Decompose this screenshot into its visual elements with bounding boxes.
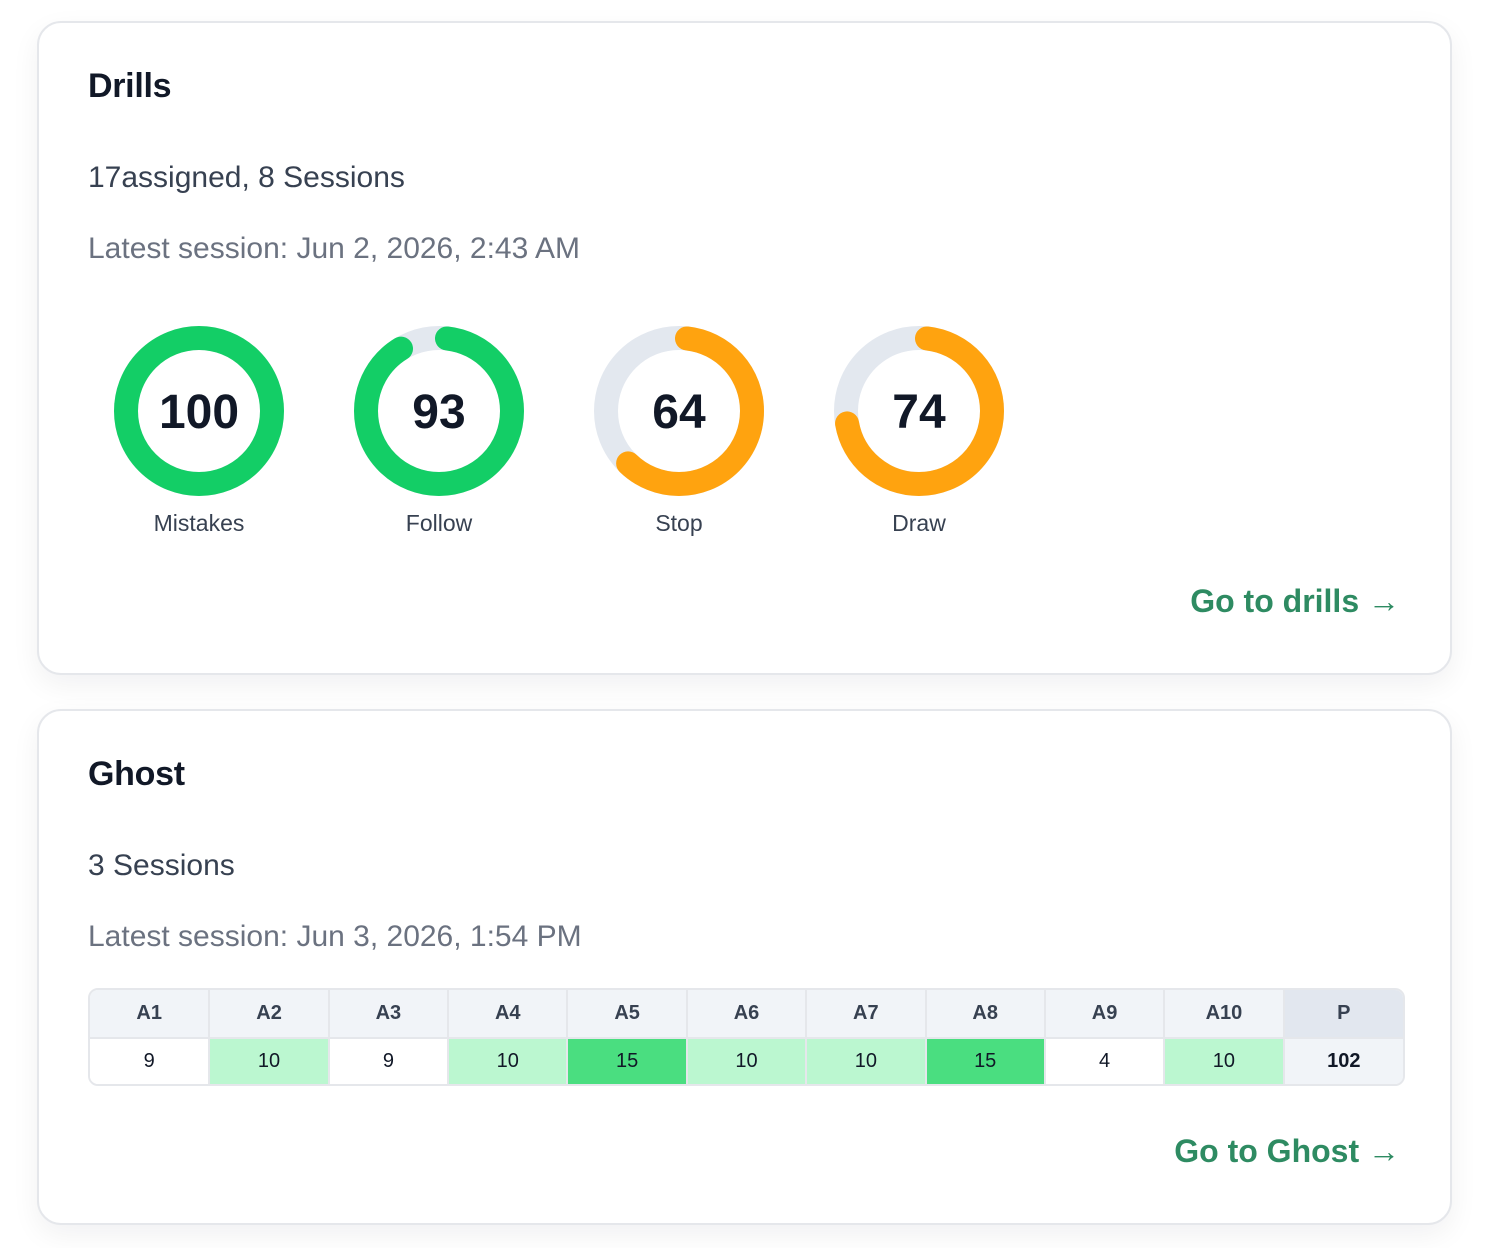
gauge-arc xyxy=(834,326,1004,496)
drills-title: Drills xyxy=(88,67,172,105)
gauge-label: Follow xyxy=(405,510,473,536)
drills-card: Drills 17assigned, 8 Sessions Latest ses… xyxy=(37,21,1452,675)
column-header: A9 xyxy=(1044,990,1166,1039)
ghost-score-table: A1 A2 A3 A4 A5 A6 A7 A8 A9 A10 P 9 10 9 10 15 10 10 15 4 10… xyxy=(88,988,1405,1086)
drills-latest-session: Latest session: Jun 2, 2026, 2:43 AM xyxy=(88,232,580,265)
gauge-ring: 74 xyxy=(834,326,1004,496)
gauge-ring: 100 xyxy=(114,326,284,496)
ghost-latest-session: Latest session: Jun 3, 2026, 1:54 PM xyxy=(88,920,582,953)
gauge-ring: 93 xyxy=(354,326,524,496)
column-header: A10 xyxy=(1164,990,1285,1039)
gauge-value: 74 xyxy=(892,386,946,439)
score-cell: 4 xyxy=(1044,1038,1166,1084)
score-cell: 10 xyxy=(806,1038,927,1084)
column-header: A5 xyxy=(567,990,688,1039)
gauge-follow: 93 Follow xyxy=(354,326,524,537)
total-cell: 102 xyxy=(1283,1038,1403,1084)
ghost-card: Ghost 3 Sessions Latest session: Jun 3, … xyxy=(37,709,1452,1225)
gauge-arc xyxy=(354,326,524,496)
score-cell: 9 xyxy=(90,1038,211,1084)
gauge-label: Stop xyxy=(655,510,703,536)
column-header: A6 xyxy=(686,990,808,1039)
drills-gauges: 100 Mistakes 93 Follow 64 Stop 74 Draw xyxy=(114,326,1074,537)
gauge-value: 64 xyxy=(652,386,706,439)
gauge-draw: 74 Draw xyxy=(834,326,1004,537)
score-cell: 10 xyxy=(1164,1038,1285,1084)
gauge-stop: 64 Stop xyxy=(594,326,764,537)
gauge-label: Mistakes xyxy=(153,510,245,536)
gauge-mistakes: 100 Mistakes xyxy=(114,326,284,537)
gauge-ring: 64 xyxy=(594,326,764,496)
score-cell: 15 xyxy=(925,1038,1046,1084)
go-to-ghost-link[interactable]: Go to Ghost → xyxy=(1174,1133,1400,1169)
go-to-drills-link[interactable]: Go to drills → xyxy=(1190,583,1400,619)
score-cell: 10 xyxy=(686,1038,808,1084)
gauge-value: 93 xyxy=(412,386,465,439)
column-header: A4 xyxy=(448,990,569,1039)
ghost-summary: 3 Sessions xyxy=(88,849,235,882)
score-cell: 9 xyxy=(328,1038,450,1084)
gauge-arc xyxy=(594,326,764,496)
ghost-table-header-row: A1 A2 A3 A4 A5 A6 A7 A8 A9 A10 P xyxy=(90,990,1403,1039)
column-header: A2 xyxy=(209,990,330,1039)
column-header: A7 xyxy=(806,990,927,1039)
column-header: A3 xyxy=(328,990,450,1039)
ghost-table-row: 9 10 9 10 15 10 10 15 4 10 102 xyxy=(90,1038,1403,1084)
gauge-value: 100 xyxy=(159,386,239,439)
score-cell: 10 xyxy=(209,1038,330,1084)
column-header: P xyxy=(1283,990,1403,1039)
ghost-title: Ghost xyxy=(88,755,185,793)
drills-summary: 17assigned, 8 Sessions xyxy=(88,161,405,194)
score-cell: 15 xyxy=(567,1038,688,1084)
score-cell: 10 xyxy=(448,1038,569,1084)
gauge-arc xyxy=(114,326,284,496)
gauge-label: Draw xyxy=(892,510,946,536)
column-header: A1 xyxy=(90,990,211,1039)
column-header: A8 xyxy=(925,990,1046,1039)
